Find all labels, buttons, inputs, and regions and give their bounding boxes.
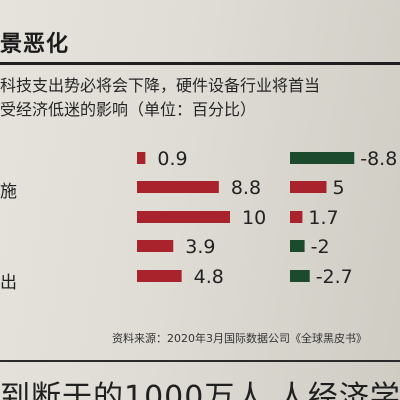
right-bar-4 [290, 240, 305, 252]
right-value-label-5: -2.7 [316, 266, 353, 288]
left-bar-5 [137, 270, 182, 282]
next-article-text: 到断于的1000万人 人经济学 [0, 380, 400, 400]
right-value-label-4: -2 [311, 236, 330, 258]
left-value-label-3: 10 [242, 207, 266, 229]
row-label-2: 施 [0, 182, 17, 202]
intro-line-2: 受经济低迷的影响（单位：百分比） [0, 100, 257, 119]
chart-heading: 景恶化 [0, 32, 70, 57]
left-bar-3 [137, 211, 230, 223]
left-bar-4 [137, 240, 174, 252]
chart-intro: 科技支出势必将会下降，硬件设备行业将首当 受经济低迷的影响（单位：百分比） [0, 74, 400, 122]
left-value-label-2: 8.8 [231, 177, 261, 199]
left-value-label-5: 4.8 [194, 266, 224, 288]
left-value-label-4: 3.9 [185, 236, 215, 258]
right-value-label-2: 5 [333, 177, 345, 199]
right-value-label-1: -8.8 [360, 148, 397, 170]
source-rule [0, 360, 400, 362]
row-label-5: 出 [0, 273, 17, 293]
right-bar-1 [290, 152, 355, 164]
heading-rule [0, 62, 400, 65]
source-note: 资料来源：2020年3月国际数据公司《全球黑皮书》 [112, 332, 367, 345]
left-value-label-1: 0.9 [157, 148, 187, 170]
right-value-label-3: 1.7 [308, 207, 338, 229]
right-bar-2 [290, 181, 327, 193]
right-bar-3 [290, 211, 303, 223]
left-bar-2 [137, 181, 219, 193]
left-bar-1 [137, 152, 146, 164]
right-bar-5 [290, 270, 310, 282]
intro-line-1: 科技支出势必将会下降，硬件设备行业将首当 [0, 76, 321, 95]
